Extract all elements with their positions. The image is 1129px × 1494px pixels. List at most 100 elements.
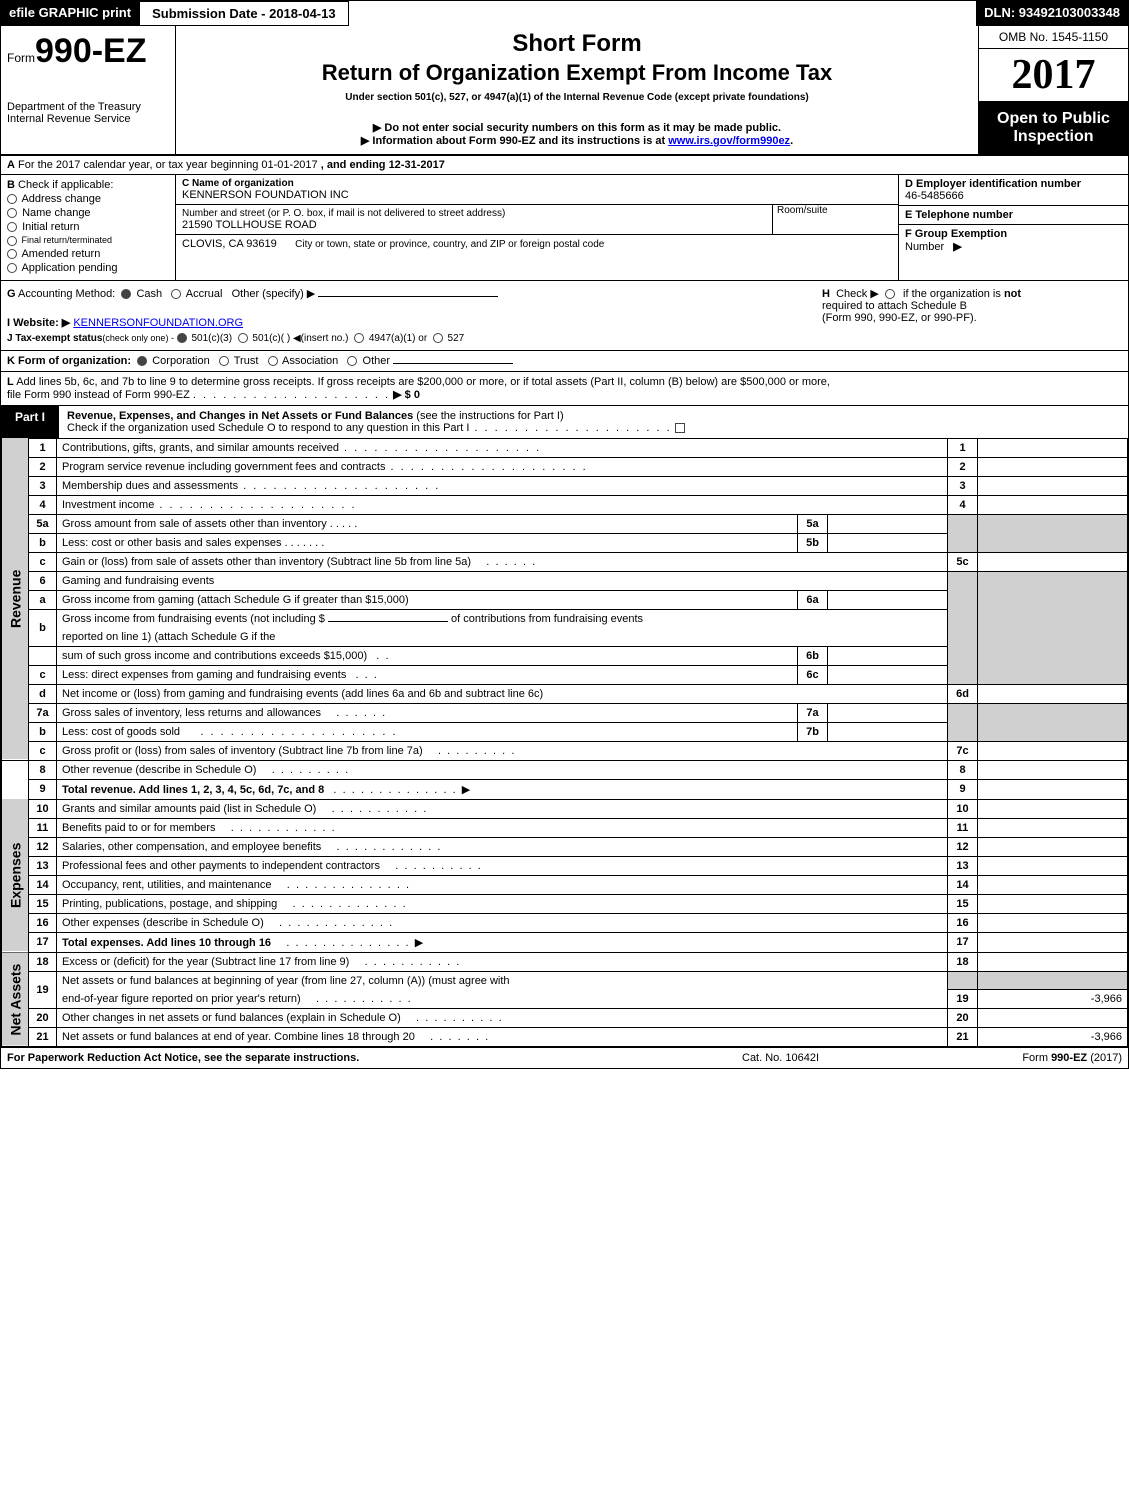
line-8: 8 Other revenue (describe in Schedule O)… (2, 760, 1128, 779)
radio-association[interactable] (268, 356, 278, 366)
row-a-label: A (7, 159, 15, 171)
line-20: 20 Other changes in net assets or fund b… (2, 1009, 1128, 1028)
l7c-rnum: 7c (948, 741, 978, 760)
row-j: J Tax-exempt status(check only one) - 50… (7, 333, 822, 344)
l7a-desc: Gross sales of inventory, less returns a… (62, 707, 321, 719)
l6b-sub: 6b (798, 646, 828, 665)
l6b-blank-num (29, 646, 57, 665)
omb-number: OMB No. 1545-1150 (979, 26, 1128, 49)
l5b-sub: 5b (798, 533, 828, 552)
radio-cash[interactable] (121, 289, 131, 299)
side-expenses: Expenses (2, 799, 29, 952)
l3-rnum: 3 (948, 476, 978, 495)
l15-val (978, 894, 1128, 913)
l6b-blank[interactable] (328, 621, 448, 622)
l18-rnum: 18 (948, 952, 978, 971)
c-name-cell: C Name of organization KENNERSON FOUNDAT… (176, 175, 898, 205)
check-initial-return[interactable]: Initial return (7, 221, 169, 233)
l6d-num: d (29, 684, 57, 703)
l20-val (978, 1009, 1128, 1028)
l14-desc: Occupancy, rent, utilities, and maintena… (62, 879, 272, 891)
l13-val (978, 856, 1128, 875)
l19-desc1: Net assets or fund balances at beginning… (62, 975, 510, 987)
l5a-num: 5a (29, 514, 57, 533)
l13-desc: Professional fees and other payments to … (62, 860, 380, 872)
l6-desc: Gaming and fundraising events (62, 575, 214, 587)
line-6d: d Net income or (loss) from gaming and f… (2, 684, 1128, 703)
l6b-desc2: of contributions from fundraising events (451, 613, 643, 625)
radio-501c3[interactable] (177, 333, 187, 343)
i-label: I Website: ▶ (7, 317, 70, 329)
radio-527[interactable] (433, 333, 443, 343)
l19-rnum: 19 (948, 990, 978, 1009)
l21-num: 21 (29, 1028, 57, 1047)
line-2: 2 Program service revenue including gove… (2, 457, 1128, 476)
l8-desc: Other revenue (describe in Schedule O) (62, 764, 256, 776)
l6-num: 6 (29, 571, 57, 590)
k-other-line[interactable] (393, 363, 513, 364)
line-15: 15 Printing, publications, postage, and … (2, 894, 1128, 913)
org-name: KENNERSON FOUNDATION INC (182, 189, 892, 201)
radio-4947[interactable] (354, 333, 364, 343)
check-address-change[interactable]: Address change (7, 193, 169, 205)
radio-other-org[interactable] (347, 356, 357, 366)
lines-table: Revenue 1 Contributions, gifts, grants, … (1, 438, 1128, 1048)
check-name-change[interactable]: Name change (7, 207, 169, 219)
l6a-subval (828, 590, 948, 609)
l6b-subval (828, 646, 948, 665)
radio-501c[interactable] (238, 333, 248, 343)
check-application-pending[interactable]: Application pending (7, 262, 169, 274)
l10-desc: Grants and similar amounts paid (list in… (62, 803, 316, 815)
l5-shade (948, 514, 978, 552)
radio-trust[interactable] (219, 356, 229, 366)
c-label: C Name of organization (182, 178, 294, 189)
cash-label: Cash (136, 288, 162, 300)
l21-rnum: 21 (948, 1028, 978, 1047)
form-prefix: Form (7, 51, 35, 65)
l9-val (978, 779, 1128, 799)
j-opt4: 527 (448, 333, 465, 344)
return-title: Return of Organization Exempt From Incom… (180, 60, 974, 86)
line-18: Net Assets 18 Excess or (deficit) for th… (2, 952, 1128, 971)
check-final-return[interactable]: Final return/terminated (7, 235, 169, 246)
dln-label: DLN: 93492103003348 (976, 1, 1128, 26)
l5b-desc: Less: cost or other basis and sales expe… (62, 537, 282, 549)
part1-checkbox[interactable] (675, 423, 685, 433)
row-i: I Website: ▶ KENNERSONFOUNDATION.ORG (7, 316, 822, 329)
k-corp: Corporation (152, 355, 209, 367)
radio-corporation[interactable] (137, 356, 147, 366)
l7b-desc: Less: cost of goods sold (62, 726, 180, 738)
l4-val (978, 495, 1128, 514)
line-4: 4 Investment income 4 (2, 495, 1128, 514)
l19-shade (948, 971, 978, 990)
l5c-rnum: 5c (948, 552, 978, 571)
l6-shade (948, 571, 978, 684)
row-a: A For the 2017 calendar year, or tax yea… (1, 156, 1128, 175)
row-gh: G Accounting Method: Cash Accrual Other … (1, 281, 1128, 351)
b-checkif: Check if applicable: (18, 179, 113, 191)
check-address-change-label: Address change (21, 193, 101, 205)
info-link[interactable]: www.irs.gov/form990ez (668, 135, 790, 147)
l19-val: -3,966 (978, 990, 1128, 1009)
l13-rnum: 13 (948, 856, 978, 875)
l4-rnum: 4 (948, 495, 978, 514)
other-specify-line[interactable] (318, 296, 498, 297)
accrual-label: Accrual (186, 288, 223, 300)
h-text3: required to attach Schedule B (822, 300, 967, 312)
l-text1: Add lines 5b, 6c, and 7b to line 9 to de… (16, 376, 830, 388)
side-netassets: Net Assets (2, 952, 29, 1047)
l7-shade-val (978, 703, 1128, 741)
part1-desc: Revenue, Expenses, and Changes in Net As… (59, 406, 1128, 438)
part1-label: Part I (1, 406, 59, 438)
radio-accrual[interactable] (171, 289, 181, 299)
l2-rnum: 2 (948, 457, 978, 476)
l11-rnum: 11 (948, 818, 978, 837)
part1-check-line: Check if the organization used Schedule … (67, 422, 469, 434)
l11-num: 11 (29, 818, 57, 837)
l6a-num: a (29, 590, 57, 609)
l19-num: 19 (29, 971, 57, 1009)
h-checkbox[interactable] (885, 289, 895, 299)
check-amended-return[interactable]: Amended return (7, 248, 169, 260)
l-label: L (7, 376, 14, 388)
website-link[interactable]: KENNERSONFOUNDATION.ORG (73, 317, 243, 329)
